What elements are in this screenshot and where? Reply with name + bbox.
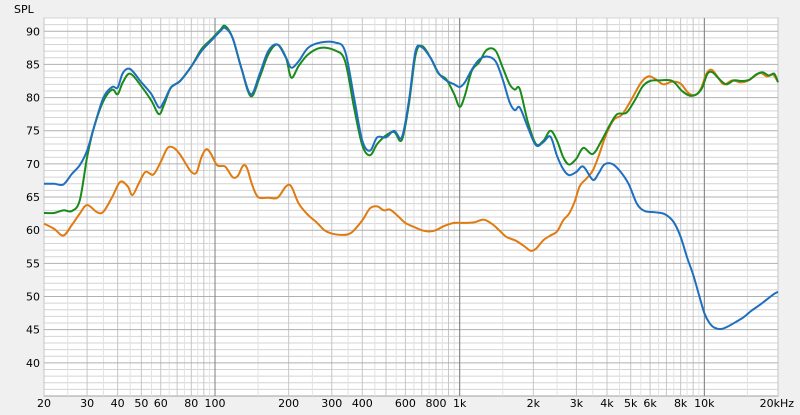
x-tick-label: 6k [643,397,657,410]
y-tick-label: 80 [26,92,40,105]
y-tick-label: 50 [26,291,40,304]
x-tick-label: 4k [600,397,614,410]
plot-area [43,17,779,397]
x-tick-label: 400 [352,397,373,410]
tick-labels: 40 45 50 55 60 65 70 75 80 85 90 20 30 40 50 60 80 100 200… [26,25,794,410]
x-tick-label: 80 [184,397,198,410]
x-tick-label: 20kHz [760,397,795,410]
x-tick-label: 1k [453,397,467,410]
y-tick-label: 40 [26,357,40,370]
y-tick-label: 65 [26,191,40,204]
y-tick-label: 85 [26,58,40,71]
x-tick-label: 20 [37,397,51,410]
y-tick-label: 60 [26,224,40,237]
x-tick-label: 60 [154,397,168,410]
x-tick-label: 50 [134,397,148,410]
series-layer [43,24,779,331]
x-tick-label: 10k [694,397,715,410]
x-tick-label: 600 [395,397,416,410]
series-line-1 [43,68,779,252]
x-tick-label: 8k [674,397,688,410]
y-tick-label: 90 [26,25,40,38]
series-line-3 [43,26,779,331]
y-axis-label: SPL [14,3,35,16]
y-tick-label: 55 [26,257,40,270]
x-tick-label: 5k [624,397,638,410]
x-tick-label: 40 [111,397,125,410]
x-tick-label: 30 [80,397,94,410]
x-tick-label: 200 [278,397,299,410]
y-tick-label: 45 [26,324,40,337]
x-tick-label: 2k [527,397,541,410]
x-tick-label: 3k [570,397,584,410]
y-tick-label: 75 [26,125,40,138]
x-tick-label: 100 [205,397,226,410]
y-tick-label: 70 [26,158,40,171]
x-tick-label: 300 [321,397,342,410]
x-tick-label: 800 [425,397,446,410]
